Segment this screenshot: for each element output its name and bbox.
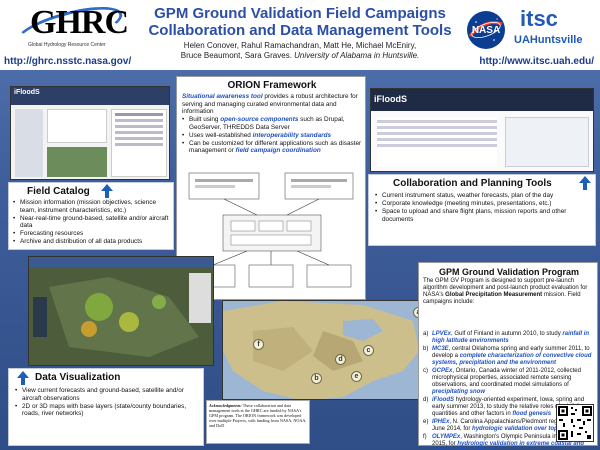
itsc-logo-text: itsc xyxy=(520,6,558,31)
field-catalog-bullets: Mission information (mission objectives,… xyxy=(13,199,171,247)
affiliation: University of Alabama in Huntsville. xyxy=(294,51,420,60)
orion-intro: Situational awareness tool provides a ro… xyxy=(182,93,364,116)
gpm-mission-name: Global Precipitation Measurement xyxy=(445,292,543,298)
collab-tools-bullet: Corporate knowledge (meeting minutes, pr… xyxy=(375,200,593,208)
campaign-map: f b d e c a xyxy=(222,300,432,400)
data-viz-screenshot xyxy=(28,256,214,366)
itsc-url: http://www.itsc.uah.edu/ xyxy=(479,56,594,67)
gpm-gv-panel: GPM Ground Validation Program The GPM GV… xyxy=(418,262,598,450)
qr-code xyxy=(556,404,594,442)
ghrc-logo-subtitle: Global Hydrology Resource Center xyxy=(28,42,106,48)
campaign-item: e) IPHEx, N. Carolina Appalachians/Piedmo… xyxy=(423,419,587,432)
field-catalog-title: Field Catalog xyxy=(27,186,90,197)
radar-map-graphic xyxy=(29,267,213,365)
map-marker-b: b xyxy=(311,373,322,384)
acknowledgments-label: Acknowledgments: xyxy=(209,403,242,408)
collab-tools-bullet: Current instrument status, weather forec… xyxy=(375,192,593,200)
title-line-2: Collaboration and Data Management Tools xyxy=(148,22,452,39)
orion-bullet: Uses well-established interoperability s… xyxy=(182,132,364,140)
collab-tools-bullets: Current instrument status, weather forec… xyxy=(375,192,593,224)
north-america-map-graphic xyxy=(223,301,431,399)
collab-tools-panel: Collaboration and Planning Tools Current… xyxy=(368,174,596,246)
data-viz-title: Data Visualization xyxy=(35,372,121,383)
ghrc-logo-text: GHRC xyxy=(30,4,129,41)
orion-title: ORION Framework xyxy=(227,80,317,91)
orion-architecture-diagram xyxy=(188,172,354,288)
acknowledgments: Acknowledgments: These collaboration and… xyxy=(206,400,310,444)
data-viz-bullets: View current forecasts and ground-based,… xyxy=(15,387,201,418)
data-viz-bullet: View current forecasts and ground-based,… xyxy=(15,387,201,402)
orion-panel: ORION Framework Situational awareness to… xyxy=(176,76,366,300)
collab-tools-title: Collaboration and Planning Tools xyxy=(393,178,552,189)
field-catalog-panel: Field Catalog Mission information (missi… xyxy=(8,182,174,250)
orion-bullets: Built using open-source components such … xyxy=(182,116,364,155)
authors-names: Bruce Beaumont, Sara Graves. xyxy=(180,51,292,60)
orion-intro-highlight: Situational awareness tool xyxy=(182,93,263,100)
itsc-logo-subtitle: UAHuntsville xyxy=(514,34,583,46)
gpm-gv-intro: The GPM GV Program is designed to suppor… xyxy=(423,278,588,305)
collab-tools-bullet: Space to upload and share flight plans, … xyxy=(375,208,593,223)
map-marker-e: e xyxy=(351,371,362,382)
nasa-logo-text: NASA xyxy=(472,25,500,36)
gpm-gv-title: GPM Ground Validation Program xyxy=(438,267,579,277)
gpm-gv-campaign-list: a) LPVEx, Gulf of Finland in autumn 2010,… xyxy=(423,331,597,450)
field-catalog-bullet: Near-real-time ground-based, satellite a… xyxy=(13,215,171,230)
data-viz-bullet: 2D or 3D maps with base layers (state/co… xyxy=(15,403,201,418)
ghrc-url: http://ghrc.nsstc.nasa.gov/ xyxy=(4,56,132,67)
nasa-logo: NASA xyxy=(466,10,506,50)
arrow-up-icon xyxy=(17,371,29,385)
orion-intro-text: provides a robust architecture for servi… xyxy=(182,93,358,116)
campaign-item: b) MC3E, central Oklahoma spring and earl… xyxy=(423,346,592,366)
title-line-1: GPM Ground Validation Field Campaigns xyxy=(154,5,446,22)
map-marker-f: f xyxy=(253,339,264,350)
campaign-item: c) GCPEx, Ontario, Canada winter of 2011-… xyxy=(423,368,581,395)
collab-tools-screenshot-label: iFloodS xyxy=(374,94,407,104)
data-viz-panel: Data Visualization View current forecast… xyxy=(8,368,204,446)
map-marker-c: c xyxy=(363,345,374,356)
field-catalog-screenshot: iFloodS xyxy=(10,86,170,180)
campaign-item: a) LPVEx, Gulf of Finland in autumn 2010,… xyxy=(423,331,590,344)
authors-line-1: Helen Conover, Rahul Ramachandran, Matt … xyxy=(183,41,417,50)
acknowledgments-text: These collaboration and data management … xyxy=(209,403,307,428)
authors: Helen Conover, Rahul Ramachandran, Matt … xyxy=(140,41,460,61)
orion-bullet: Can be customized for different applicat… xyxy=(182,140,364,155)
poster-header: GHRC Global Hydrology Resource Center ht… xyxy=(0,0,600,70)
arrow-up-icon xyxy=(579,176,591,190)
map-marker-d: d xyxy=(335,354,346,365)
campaign-item: f) OLYMPEx, Washington's Olympic Peninsul… xyxy=(423,434,585,450)
orion-bullet: Built using open-source components such … xyxy=(182,116,364,131)
campaign-item: d) iFloodS hydrology-oriented experiment,… xyxy=(423,397,585,417)
ghrc-logo: GHRC Global Hydrology Resource Center xyxy=(8,0,138,58)
field-catalog-bullet: Mission information (mission objectives,… xyxy=(13,199,171,214)
field-catalog-bullet: Archive and distribution of all data pro… xyxy=(13,238,171,246)
itsc-logo: itsc UAHuntsville xyxy=(512,6,596,54)
collab-tools-screenshot: iFloodS xyxy=(370,88,594,172)
field-catalog-bullet: Forecasting resources xyxy=(13,230,171,238)
arrow-up-icon xyxy=(101,184,113,198)
poster-title: GPM Ground Validation Field Campaigns Co… xyxy=(140,5,460,39)
authors-line-2: Bruce Beaumont, Sara Graves. University … xyxy=(140,51,460,61)
field-catalog-screenshot-label: iFloodS xyxy=(14,89,40,96)
